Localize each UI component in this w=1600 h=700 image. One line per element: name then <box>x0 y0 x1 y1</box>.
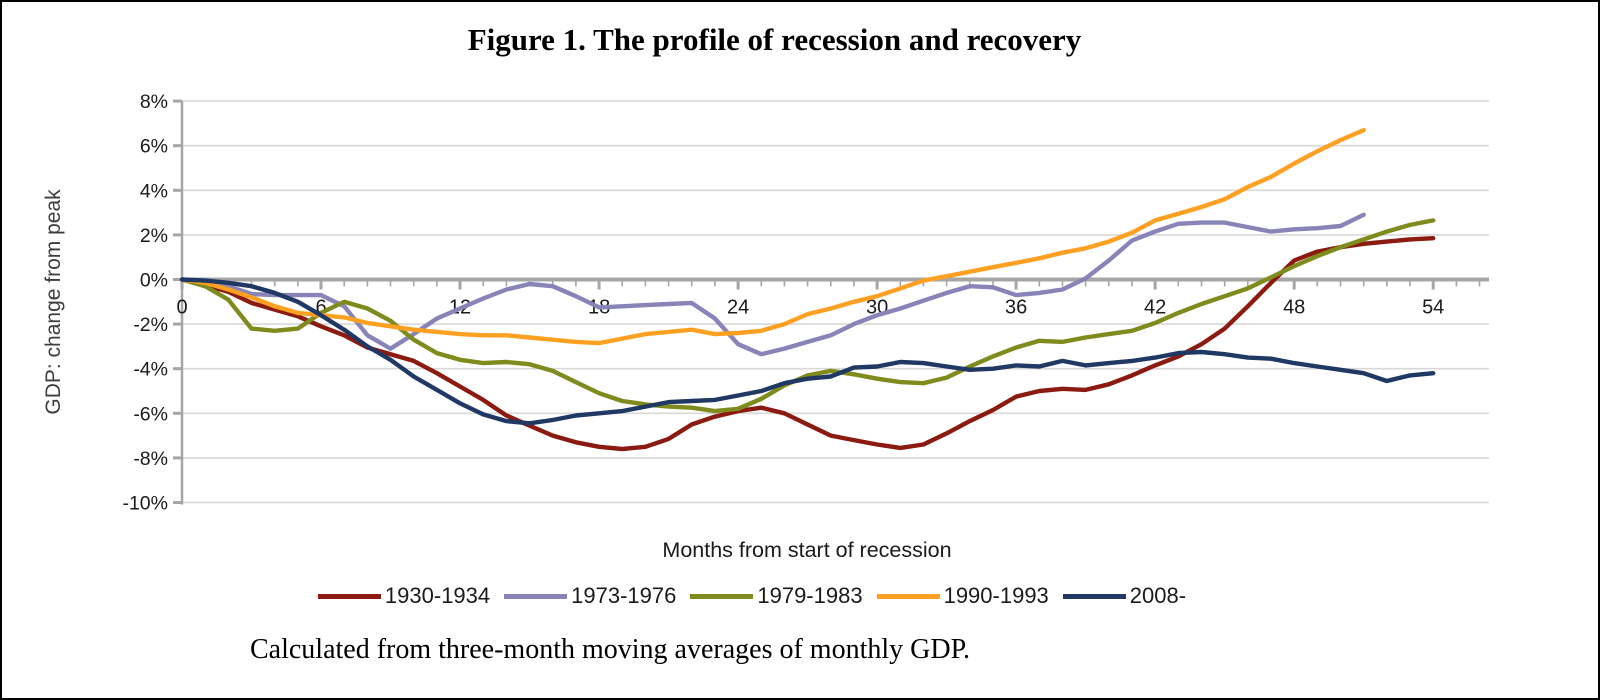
series-line-1990-1993 <box>179 127 1366 346</box>
y-tick-label: 0% <box>140 270 168 292</box>
legend-label-1930-1934: 1930-1934 <box>384 583 491 608</box>
legend-label-1973-1976: 1973-1976 <box>571 583 677 608</box>
legend-swatch-1979-1983 <box>690 593 754 599</box>
series-line-1930-1934 <box>179 236 1436 452</box>
x-tick-label: 6 <box>315 297 326 319</box>
legend-label-1979-1983: 1979-1983 <box>757 583 863 608</box>
y-tick-label: -4% <box>133 359 168 381</box>
figure-caption: Calculated from three-month moving avera… <box>250 634 971 665</box>
legend-swatch-1930-1934 <box>317 593 381 599</box>
legend-item-1930-1934: 1930-1934 <box>317 583 491 609</box>
x-tick-label: 24 <box>727 297 749 319</box>
x-tick-label: 0 <box>176 297 187 319</box>
legend-item-1979-1983: 1979-1983 <box>690 583 863 609</box>
series-line-1979-1983 <box>179 218 1436 414</box>
x-axis-title: Months from start of recession <box>662 538 952 562</box>
legend-item-2008: 2008- <box>1062 583 1187 609</box>
chart-legend: 1930-1934 1973-1976 1979-1983 1990-1993 … <box>2 583 1502 609</box>
x-tick-label: 36 <box>1005 297 1027 319</box>
legend-item-1990-1993: 1990-1993 <box>876 583 1049 609</box>
legend-swatch-1990-1993 <box>876 593 940 599</box>
legend-swatch-2008 <box>1062 593 1126 599</box>
y-tick-label: 4% <box>140 180 168 202</box>
y-tick-label: -10% <box>122 493 168 515</box>
x-tick-label: 54 <box>1422 297 1444 319</box>
series-line-2008 <box>179 277 1436 426</box>
x-tick-label: 48 <box>1283 297 1305 319</box>
figure-title: Figure 1. The profile of recession and r… <box>467 22 1082 57</box>
y-tick-label: -6% <box>133 403 168 425</box>
y-tick-label: -2% <box>133 314 168 336</box>
y-tick-label: -8% <box>133 448 168 470</box>
legend-item-1973-1976: 1973-1976 <box>504 583 676 609</box>
y-axis-title: GDP: change from peak <box>42 189 65 415</box>
x-tick-label: 42 <box>1144 297 1166 319</box>
series-line-1973-1976 <box>179 212 1366 357</box>
y-tick-label: 6% <box>140 136 168 158</box>
y-tick-label: 2% <box>140 225 168 247</box>
legend-swatch-1973-1976 <box>504 593 568 599</box>
legend-label-2008: 2008- <box>1129 583 1187 608</box>
y-tick-label: 8% <box>140 91 168 113</box>
legend-label-1990-1993: 1990-1993 <box>943 583 1049 608</box>
